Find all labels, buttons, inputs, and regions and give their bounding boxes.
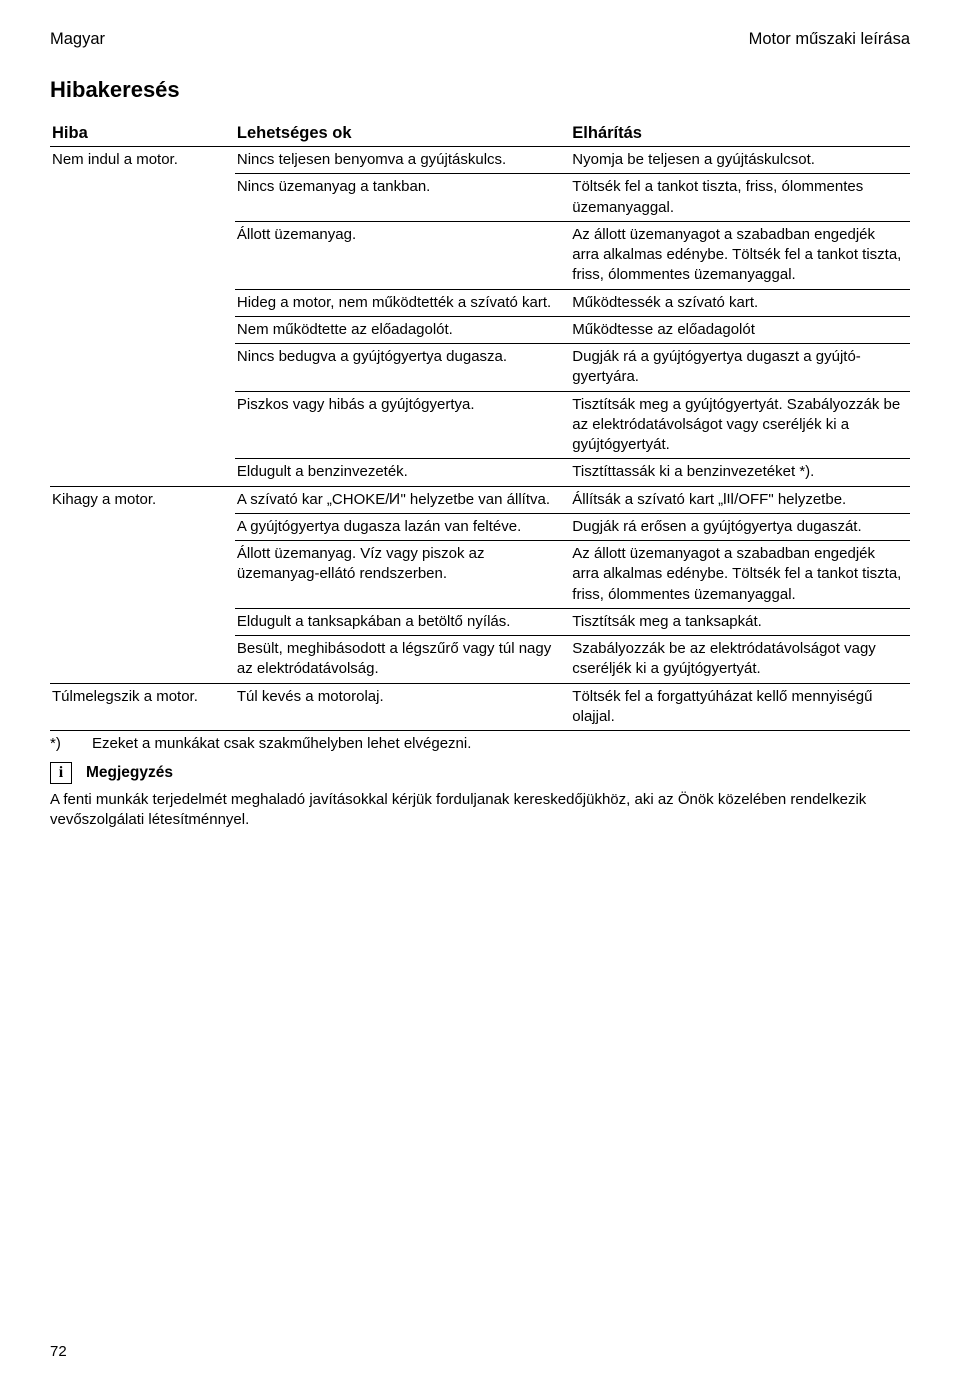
cause-cell: Besült, meghibásodott a légszűrő vagy tú… [235, 636, 570, 684]
fix-cell: Az állott üzemanyagot a szabadban engedj… [570, 541, 910, 609]
fix-cell: Nyomja be teljesen a gyújtáskulcsot. [570, 147, 910, 174]
footnote-text: Ezeket a munkákat csak szakműhelyben leh… [92, 735, 471, 752]
footnote-marker: *) [50, 735, 92, 752]
col-header-cause: Lehetséges ok [235, 121, 570, 147]
col-header-fix: Elhárítás [570, 121, 910, 147]
header-right: Motor műszaki leírása [749, 30, 910, 49]
fix-cell: Tisztítsák meg a tanksapkát. [570, 608, 910, 635]
page-header: Magyar Motor műszaki leírása [50, 30, 910, 49]
table-row: Nem indul a motor.Nincs teljesen benyomv… [50, 147, 910, 174]
section-title: Hibakeresés [50, 77, 910, 103]
note-body: A fenti munkák terjedelmét meghaladó jav… [50, 790, 910, 831]
header-left: Magyar [50, 30, 105, 49]
cause-cell: Állott üzemanyag. [235, 221, 570, 289]
cause-cell: Nincs bedugva a gyújtógyertya dugasza. [235, 344, 570, 392]
fix-cell: Töltsék fel a forgattyúházat kellő menny… [570, 683, 910, 731]
troubleshoot-table: Hiba Lehetséges ok Elhárítás Nem indul a… [50, 121, 910, 731]
fault-label: Kihagy a motor. [50, 486, 235, 683]
cause-cell: Nincs üzemanyag a tankban. [235, 174, 570, 222]
fix-cell: Az állott üzemanyagot a szabadban engedj… [570, 221, 910, 289]
cause-cell: Eldugult a tanksapkában a betöltő nyílás… [235, 608, 570, 635]
cause-cell: Nem működtette az előadagolót. [235, 316, 570, 343]
cause-cell: Állott üzemanyag. Víz vagy piszok az üze… [235, 541, 570, 609]
fix-cell: Dugják rá erősen a gyújtógyertya dugaszá… [570, 513, 910, 540]
note-label: Megjegyzés [86, 764, 173, 782]
cause-cell: Hideg a motor, nem működtették a szívató… [235, 289, 570, 316]
cause-cell: A gyújtógyertya dugasza lazán van feltév… [235, 513, 570, 540]
info-icon: i [50, 762, 72, 784]
page-number: 72 [50, 1343, 67, 1360]
fix-cell: Dugják rá a gyújtógyertya dugaszt a gyúj… [570, 344, 910, 392]
fault-label: Nem indul a motor. [50, 147, 235, 487]
fault-label: Túlmelegszik a motor. [50, 683, 235, 731]
cause-cell: Túl kevés a motorolaj. [235, 683, 570, 731]
fix-cell: Tisztíttassák ki a benzinvezetéket *). [570, 459, 910, 486]
cause-cell: Nincs teljesen benyomva a gyújtáskulcs. [235, 147, 570, 174]
table-row: Túlmelegszik a motor.Túl kevés a motorol… [50, 683, 910, 731]
col-header-fault: Hiba [50, 121, 235, 147]
cause-cell: Eldugult a benzinvezeték. [235, 459, 570, 486]
fix-cell: Töltsék fel a tankot tiszta, friss, ólom… [570, 174, 910, 222]
fix-cell: Állítsák a szívató kart „/OFF" helyzetbe… [570, 486, 910, 513]
table-row: Kihagy a motor.A szívató kar „CHOKE/" he… [50, 486, 910, 513]
footnote: *) Ezeket a munkákat csak szakműhelyben … [50, 735, 910, 752]
cause-cell: Piszkos vagy hibás a gyújtógyertya. [235, 391, 570, 459]
fix-cell: Szabályozzák be az elektródatávolságot v… [570, 636, 910, 684]
cause-cell: A szívató kar „CHOKE/" helyzetbe van áll… [235, 486, 570, 513]
fix-cell: Tisztítsák meg a gyújtógyertyát. Szabály… [570, 391, 910, 459]
note-header: i Megjegyzés [50, 762, 910, 784]
fix-cell: Működtessék a szívató kart. [570, 289, 910, 316]
fix-cell: Működtesse az előadagolót [570, 316, 910, 343]
